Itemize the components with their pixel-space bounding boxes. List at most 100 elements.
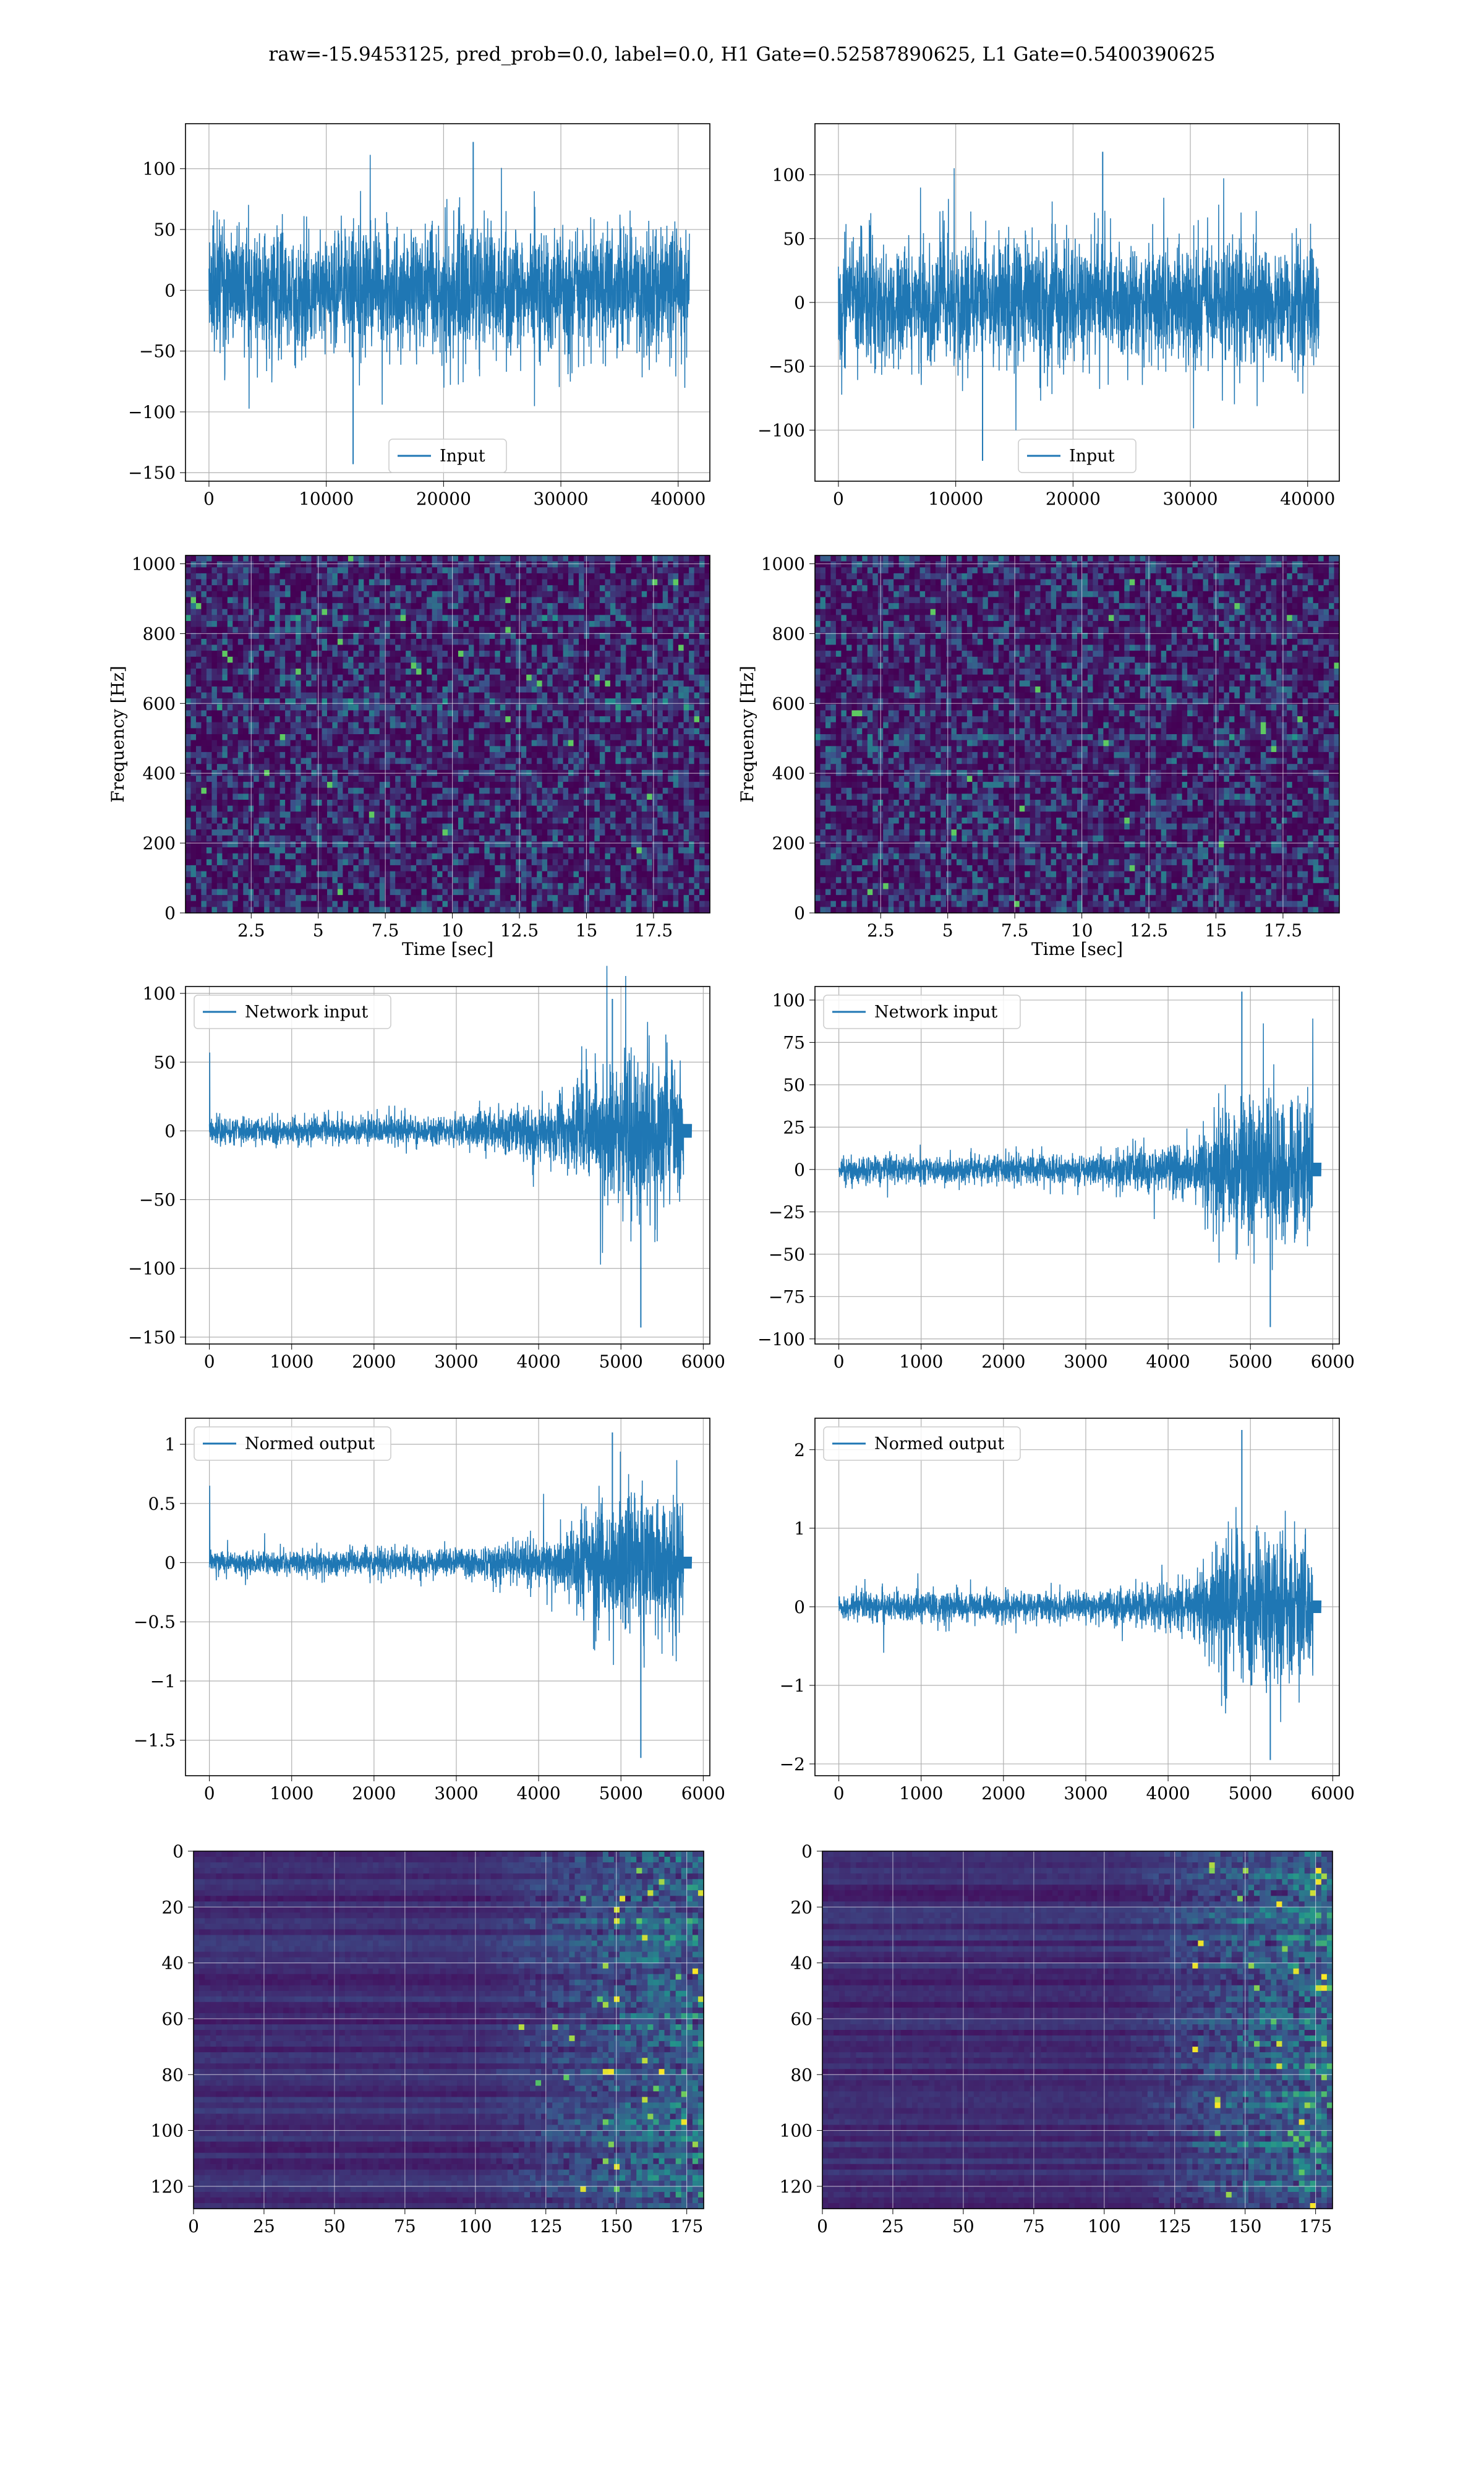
x-tick-label: 75 — [394, 2216, 416, 2236]
y-tick-label: 60 — [161, 2009, 184, 2029]
y-tick-label: 100 — [780, 2121, 812, 2141]
x-tick-label: 2.5 — [867, 920, 895, 941]
heatmap-cells — [194, 1851, 704, 2209]
series-line — [838, 1018, 1322, 1270]
legend: Network input — [823, 995, 1021, 1029]
legend-box — [194, 995, 391, 1029]
y-tick-label: −25 — [769, 1202, 805, 1222]
series-line — [208, 1451, 693, 1668]
figure-suptitle: raw=-15.9453125, pred_prob=0.0, label=0.… — [268, 43, 1215, 66]
x-tick-label: 4000 — [516, 1783, 560, 1804]
x-tick-label: 4000 — [516, 1351, 560, 1372]
x-tick-label: 17.5 — [634, 920, 673, 941]
x-tick-label: 6000 — [1311, 1783, 1355, 1804]
axes-frame — [814, 986, 1340, 1345]
x-tick-label: 1000 — [899, 1351, 943, 1372]
y-tick-label: 75 — [783, 1032, 805, 1053]
x-tick-label: 10 — [1071, 920, 1093, 941]
y-tick-label: 0 — [801, 1841, 812, 1862]
x-tick-label: 2000 — [981, 1351, 1025, 1372]
y-tick-label: 0 — [164, 1121, 176, 1141]
legend-box — [388, 439, 507, 473]
x-tick-label: 12.5 — [1130, 920, 1168, 941]
y-tick-label: 40 — [161, 1953, 184, 1974]
x-tick-label: 175 — [670, 2216, 703, 2236]
legend-box — [194, 1426, 391, 1461]
x-tick-label: 25 — [253, 2216, 275, 2236]
y-tick-label: 0.5 — [148, 1494, 176, 1514]
x-tick-label: 0 — [834, 1783, 845, 1804]
legend-label: Input — [440, 447, 485, 466]
y-tick-label: 400 — [143, 763, 176, 784]
x-tick-label: 5 — [313, 920, 324, 941]
axes-frame — [814, 1418, 1340, 1776]
y-tick-label: −1 — [150, 1671, 176, 1692]
legend-label: Input — [1069, 447, 1115, 466]
y-tick-label: 50 — [783, 229, 805, 249]
x-tick-label: 100 — [1088, 2216, 1120, 2236]
subplot-grid: 0 10000 20000 30000 40000−150−100−50050100In… — [108, 123, 1355, 2236]
subplot-h1-network-input: 0 1000 2000 3000 4000 5000 6000 −150 −100 −50 0 50 1… — [128, 965, 725, 1372]
y-tick-label: 0 — [794, 1160, 805, 1180]
y-tick-label: −50 — [769, 1244, 805, 1265]
legend-label: Network input — [245, 1003, 368, 1022]
y-tick-label: −1.5 — [134, 1731, 176, 1751]
y-tick-label: 80 — [161, 2065, 184, 2085]
x-tick-label: 3000 — [434, 1783, 478, 1804]
x-tick-label: 100 — [459, 2216, 492, 2236]
y-tick-label: 120 — [151, 2177, 184, 2197]
x-tick-label: 20000 — [1046, 489, 1101, 509]
legend-box — [1018, 439, 1136, 473]
x-tick-label: 125 — [529, 2216, 562, 2236]
x-tick-label: 0 — [817, 2216, 828, 2236]
y-tick-label: 100 — [143, 983, 176, 1004]
legend-label: Normed output — [245, 1434, 375, 1453]
axes-frame — [193, 1851, 704, 2209]
series-line — [208, 965, 693, 1265]
axes-frame — [185, 123, 710, 482]
y-tick-label: 1000 — [132, 554, 176, 575]
y-tick-label: 100 — [143, 159, 176, 179]
x-tick-label: 30000 — [534, 489, 589, 509]
x-tick-label: 10000 — [299, 489, 354, 509]
axes-frame — [814, 555, 1340, 914]
y-tick-label: 0 — [173, 1841, 184, 1862]
x-tick-label: 0 — [203, 489, 215, 509]
y-tick-label: 1 — [794, 1518, 805, 1539]
y-tick-label: 800 — [143, 623, 176, 644]
y-tick-label: 20 — [790, 1897, 812, 1917]
y-tick-label: −150 — [128, 1327, 176, 1348]
y-tick-label: 1000 — [761, 554, 805, 575]
subplot-l1-spectrogram: 2.5 5 7.5 10 12.5 15 17.5 0 200 400 600 800 1000 Time… — [737, 554, 1340, 959]
x-tick-label: 4000 — [1146, 1351, 1190, 1372]
subplot-h1-normed-output: 0 1000 2000 3000 4000 5000 6000 −1.5 −1 −0.5 0 0.5 1… — [134, 1418, 725, 1804]
x-axis-label: Time [sec] — [1031, 939, 1123, 959]
x-tick-label: 2.5 — [237, 920, 265, 941]
axes-frame — [185, 1418, 710, 1776]
y-tick-label: 20 — [161, 1897, 184, 1917]
y-tick-label: −1 — [780, 1676, 805, 1696]
x-tick-label: 50 — [323, 2216, 346, 2236]
y-tick-label: 0 — [794, 1597, 805, 1617]
y-tick-label: −150 — [128, 463, 176, 483]
y-tick-label: 200 — [772, 833, 805, 854]
y-tick-label: 400 — [772, 763, 805, 784]
x-tick-label: 150 — [1229, 2216, 1261, 2236]
heatmap-cells — [186, 555, 710, 914]
y-tick-label: 40 — [790, 1953, 812, 1974]
subplot-l1-feature-map: 0 25 50 75 100 125 150 175 0 20 40 60 80 100 120 — [780, 1841, 1333, 2236]
x-tick-label: 2000 — [981, 1783, 1025, 1804]
series-line — [838, 168, 1320, 430]
x-tick-label: 0 — [204, 1783, 215, 1804]
legend: Network input — [194, 995, 391, 1029]
series-line — [208, 155, 690, 409]
heatmap-cells — [815, 555, 1340, 914]
subplot-h1-input: 0 10000 20000 30000 40000 −150 −100 −50 0 50 100 In… — [128, 123, 710, 509]
x-tick-label: 20000 — [416, 489, 471, 509]
x-tick-label: 6000 — [681, 1783, 725, 1804]
x-tick-label: 40000 — [650, 489, 706, 509]
axes-frame — [822, 1851, 1333, 2209]
legend-box — [823, 1426, 1021, 1461]
x-tick-label: 1000 — [270, 1783, 313, 1804]
x-tick-label: 1000 — [899, 1783, 943, 1804]
